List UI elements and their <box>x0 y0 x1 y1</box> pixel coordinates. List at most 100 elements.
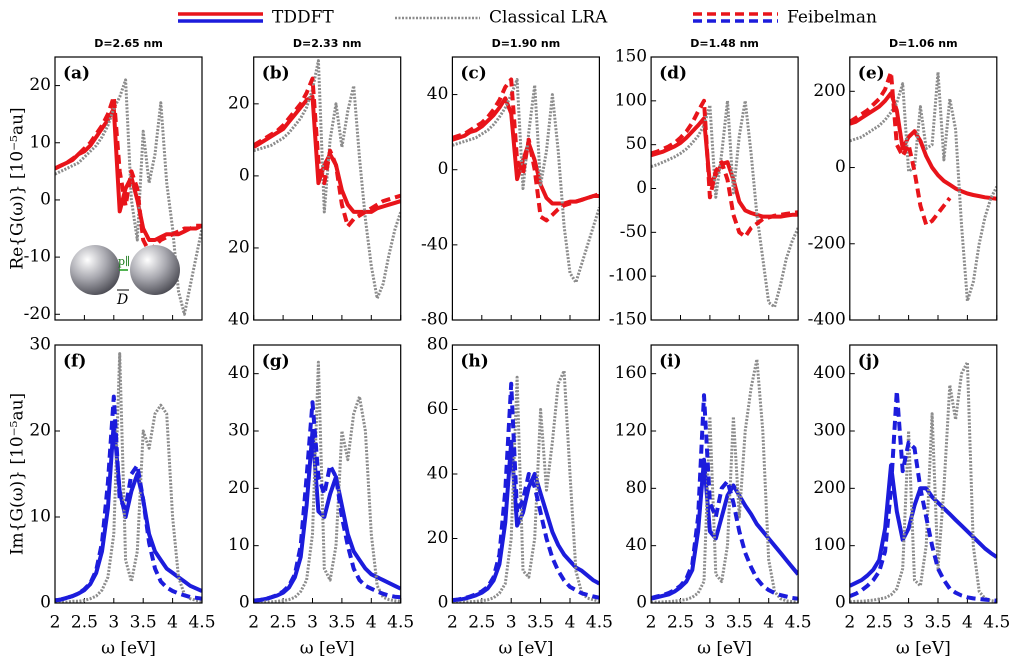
y-axis-label: Im{G(ω)} [10⁻⁵au] <box>8 393 28 555</box>
y-tick-label: -40 <box>421 234 448 254</box>
series-line <box>253 59 401 300</box>
sphere <box>130 245 180 295</box>
legend-label: Classical LRA <box>489 8 608 28</box>
y-tick-label: 0 <box>40 189 51 209</box>
panel: D=1.90 nm -80 -40 0 40 (c) <box>421 37 600 330</box>
series-line <box>651 98 799 239</box>
panel-title: D=1.48 nm <box>690 37 759 50</box>
inset-label: p∥ <box>118 255 130 268</box>
y-tick-label: 0 <box>835 593 846 613</box>
y-tick-label: 10 <box>29 507 51 527</box>
panel-title: D=2.33 nm <box>293 37 362 50</box>
x-axis-label: ω [eV] <box>300 639 355 659</box>
legend-label: Feibelman <box>787 8 877 28</box>
y-tick-label: -10 <box>24 247 51 267</box>
x-tick-label: 3 <box>506 613 517 633</box>
x-tick-label: 4 <box>167 613 178 633</box>
x-axis-label: ω [eV] <box>697 639 752 659</box>
x-tick-label: 3.5 <box>726 613 753 633</box>
y-tick-label: 80 <box>427 335 449 355</box>
panel-label: (e) <box>858 64 885 84</box>
y-tick-label: 120 <box>615 421 647 441</box>
y-tick-label: 10 <box>228 535 250 555</box>
series-line <box>55 78 202 316</box>
series-line <box>452 439 600 603</box>
x-tick-label: 4 <box>565 613 576 633</box>
y-tick-label: 40 <box>427 464 449 484</box>
x-tick-label: 3 <box>307 613 318 633</box>
y-tick-label: -20 <box>24 304 51 324</box>
plot-lines <box>452 77 600 284</box>
series-line <box>651 393 799 601</box>
x-tick-label: 3.5 <box>527 613 554 633</box>
y-axis-label: Re{G(ω)} [10⁻⁵au] <box>8 107 28 269</box>
y-tick-label: -400 <box>808 310 846 330</box>
panel: D=2.33 nm 40 20 0 20 (b) <box>228 37 402 330</box>
sphere <box>70 245 120 295</box>
x-tick-label: 2 <box>447 613 458 633</box>
x-tick-label: 3.5 <box>130 613 157 633</box>
plot-lines <box>55 352 202 603</box>
y-tick-label: 40 <box>427 84 449 104</box>
y-tick-label: 160 <box>615 363 647 383</box>
y-tick-label: 0 <box>239 165 250 185</box>
series-line <box>849 91 997 201</box>
y-tick-label: 20 <box>29 75 51 95</box>
x-tick-label: 3 <box>108 613 119 633</box>
y-tick-label: 0 <box>40 593 51 613</box>
plot-lines <box>849 360 997 603</box>
y-tick-label: -200 <box>808 233 846 253</box>
y-tick-label: 200 <box>813 478 845 498</box>
y-tick-label: 30 <box>29 335 51 355</box>
panel-label: (h) <box>460 352 488 372</box>
series-line <box>253 94 401 214</box>
y-tick-label: 40 <box>228 363 250 383</box>
x-tick-label: 2.5 <box>866 613 893 633</box>
inset-label: D <box>116 292 128 308</box>
panel-title: D=2.65 nm <box>94 37 163 50</box>
y-tick-label: 400 <box>813 363 845 383</box>
y-tick-label: 20 <box>228 478 250 498</box>
panel: 0 10 20 30 40 2 2.5 3 3.5 4 4.5 ω [eV] (g) <box>228 344 414 659</box>
plot-frame <box>54 56 203 321</box>
x-tick-label: 2.5 <box>468 613 495 633</box>
series-line <box>651 457 799 601</box>
y-tick-label: 0 <box>239 593 250 613</box>
plot-lines <box>651 98 799 309</box>
x-axis-label: ω [eV] <box>896 639 951 659</box>
y-tick-label: 80 <box>625 478 647 498</box>
panel-label: (g) <box>262 352 290 372</box>
series-line <box>55 352 202 603</box>
y-tick-label: 20 <box>29 421 51 441</box>
x-axis-label: ω [eV] <box>498 639 553 659</box>
series-line <box>253 76 401 229</box>
plot-lines <box>651 357 799 603</box>
y-tick-label: -100 <box>609 266 647 286</box>
plot-lines <box>253 360 401 603</box>
y-tick-label: -80 <box>421 310 448 330</box>
plot-lines <box>452 369 600 603</box>
x-tick-label: 4.5 <box>983 613 1010 633</box>
y-tick-label: 40 <box>228 310 250 330</box>
legend-label: TDDFT <box>272 8 334 28</box>
series-line <box>849 70 997 303</box>
x-tick-label: 2 <box>50 613 61 633</box>
series-line <box>849 360 997 603</box>
y-tick-label: 150 <box>615 47 647 67</box>
y-tick-label: 0 <box>438 159 449 179</box>
y-tick-label: 100 <box>813 535 845 555</box>
plot-frame <box>54 344 203 604</box>
x-tick-label: 3.5 <box>924 613 951 633</box>
series-line <box>452 77 600 223</box>
plot-frame <box>650 56 799 321</box>
y-tick-label: 20 <box>228 93 250 113</box>
panel-label: (f) <box>63 352 86 372</box>
panel: 0 40 80 120 160 2 2.5 3 3.5 4 4.5 ω [eV] (i) <box>615 344 812 659</box>
x-tick-label: 4 <box>366 613 377 633</box>
x-tick-label: 2 <box>248 613 259 633</box>
plot-frame <box>650 344 799 604</box>
series-line <box>452 381 600 603</box>
panel: 0 10 20 30 2 2.5 3 3.5 4 4.5 ω [eV] Im{G(ω)} [10⁻⁵a… <box>8 335 216 659</box>
series-line <box>55 420 202 603</box>
y-tick-label: 0 <box>438 593 449 613</box>
